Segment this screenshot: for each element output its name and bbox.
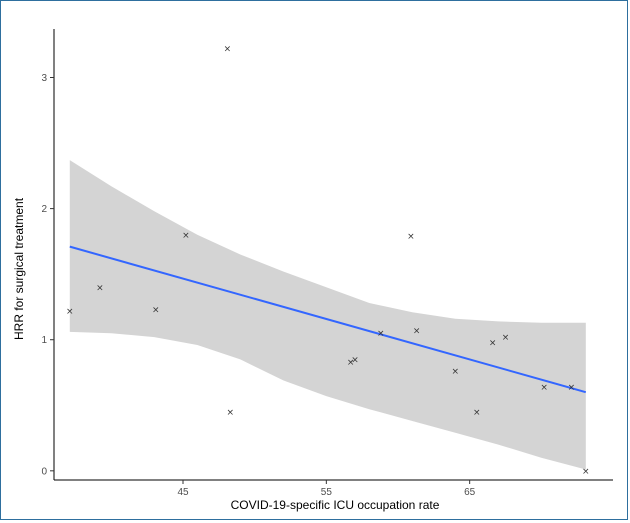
confidence-band [69, 160, 586, 470]
data-point-16: × [540, 383, 548, 393]
data-point-18: × [582, 467, 590, 477]
x-tick-label: 55 [321, 487, 333, 498]
data-point-14: × [489, 338, 497, 348]
data-point-6: × [227, 408, 235, 418]
data-point-8: × [351, 355, 359, 365]
data-point-1: × [66, 307, 74, 317]
data-point-10: × [407, 232, 415, 242]
x-tick-label: 45 [177, 487, 189, 498]
x-tick-label: 65 [464, 487, 476, 498]
data-point-12: × [452, 367, 460, 377]
y-axis-title: HRR for surgical treatment [12, 197, 26, 340]
axes-layer: 0 1 2 3 45 55 65 [41, 29, 613, 498]
data-points-layer: ×××××××××××××××× ×× [66, 45, 590, 477]
y-tick-label: 3 [41, 73, 47, 84]
data-point-3: × [152, 306, 160, 316]
data-point-15: × [502, 333, 510, 343]
data-point-4: × [182, 231, 190, 241]
data-point-13: × [473, 408, 481, 418]
data-point-17: × [568, 383, 576, 393]
y-tick-label: 1 [41, 335, 47, 346]
data-point-2: × [96, 283, 104, 293]
data-point-9: × [377, 329, 385, 339]
y-tick-label: 0 [41, 466, 47, 477]
regression-line [69, 245, 587, 394]
data-point-7: × [347, 358, 355, 368]
data-point-11: × [413, 327, 421, 337]
y-tick-label: 2 [41, 204, 47, 215]
confidence-band-layer [69, 160, 586, 470]
fit-line-layer [69, 245, 587, 394]
data-point-5: × [224, 45, 232, 55]
x-axis-title: COVID-19-specific ICU occupation rate [231, 498, 440, 512]
